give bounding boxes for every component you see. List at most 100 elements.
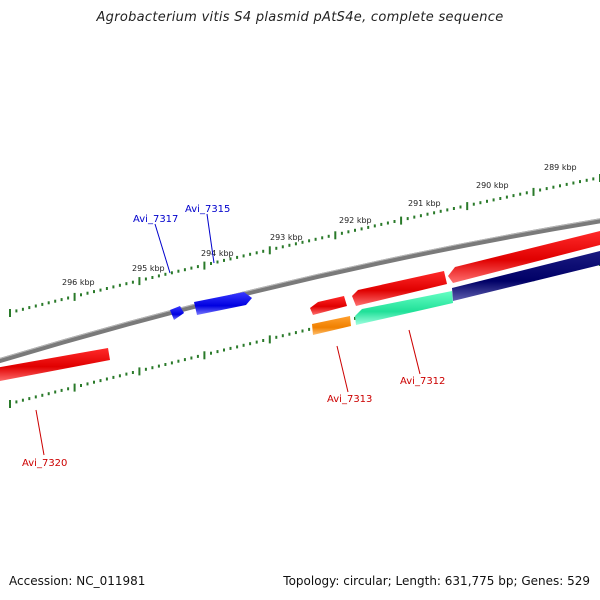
inner-scale-minor-tick [275, 335, 278, 339]
outer-scale-minor-tick [552, 185, 555, 189]
outer-scale-minor-tick [190, 266, 193, 270]
outer-scale-minor-tick [360, 227, 363, 231]
outer-scale-minor-tick [288, 243, 291, 247]
inner-scale-minor-tick [223, 348, 225, 352]
accession-text: Accession: NC_011981 [9, 574, 146, 588]
outer-scale-minor-tick [196, 265, 199, 269]
outer-scale-major-tick [466, 202, 469, 211]
outer-scale-minor-tick [21, 307, 24, 311]
outer-scale-minor-tick [419, 214, 422, 218]
outer-scale-minor-tick [177, 269, 180, 273]
outer-scale-minor-tick [275, 246, 278, 250]
inner-scale-minor-tick [354, 316, 356, 320]
outer-scale-minor-tick [281, 245, 284, 249]
inner-scale-minor-tick [249, 342, 252, 346]
outer-scale-minor-tick [15, 309, 18, 313]
inner-scale-major-tick [203, 351, 206, 360]
inner-scale-minor-tick [281, 334, 284, 338]
gene-avi-7317-arrow[interactable] [170, 306, 184, 320]
outer-scale-minor-tick [499, 197, 502, 200]
inner-scale-minor-tick [196, 354, 199, 358]
outer-scale-minor-tick [565, 182, 568, 186]
outer-scale-ticks [9, 174, 600, 317]
gene-red-arrow-large[interactable] [448, 231, 600, 283]
outer-scale-minor-tick [294, 242, 297, 246]
avi-7312-leader [408, 329, 421, 375]
inner-scale-minor-tick [294, 331, 297, 335]
map-title: Agrobacterium vitis S4 plasmid pAtS4e, c… [96, 10, 504, 25]
inner-scale-minor-tick [15, 400, 18, 404]
outer-scale-major-tick [334, 231, 337, 240]
plasmid-backbone [0, 218, 600, 364]
outer-scale-minor-tick [452, 207, 455, 210]
outer-scale-minor-tick [183, 268, 186, 272]
inner-scale-minor-tick [60, 388, 63, 392]
outer-scale-minor-tick [393, 220, 396, 223]
gene-red-arrow-small[interactable] [310, 296, 347, 315]
gene-avi-7320-arrow[interactable] [0, 348, 110, 382]
outer-scale-minor-tick [472, 202, 475, 206]
outer-scale-minor-tick [236, 255, 239, 259]
inner-scale-minor-tick [151, 366, 154, 370]
inner-scale-minor-tick [54, 390, 57, 394]
outer-scale-minor-tick [525, 191, 528, 195]
gene-avi-7312-arrow[interactable] [355, 291, 453, 325]
inner-scale-minor-tick [210, 351, 212, 355]
outer-scale-major-tick [400, 216, 403, 225]
outer-scale-minor-tick [118, 283, 121, 287]
outer-scale-minor-tick [86, 291, 89, 295]
inner-scale-minor-tick [236, 345, 239, 349]
outer-scale-minor-tick [486, 199, 488, 203]
gene-navy-arrow[interactable] [452, 251, 600, 301]
inner-scale-minor-tick [131, 371, 134, 374]
gene-avi-7315-arrow[interactable] [194, 292, 252, 315]
inner-scale-major-tick [9, 400, 11, 408]
inner-scale-minor-tick [164, 363, 167, 366]
gene-label-avi-7313[interactable]: Avi_7313 [327, 394, 372, 405]
outer-scale-minor-tick [479, 201, 482, 205]
inner-scale-minor-tick [47, 392, 50, 396]
avi-7315-leader [206, 213, 215, 264]
outer-scale-minor-tick [373, 224, 376, 228]
outer-scale-minor-tick [229, 257, 232, 261]
outer-scale-minor-tick [446, 208, 449, 212]
outer-scale-minor-tick [216, 260, 219, 264]
gene-label-avi-7320[interactable]: Avi_7320 [22, 458, 67, 469]
outer-scale-minor-tick [380, 222, 383, 226]
inner-scale-minor-tick [262, 339, 265, 342]
outer-scale-minor-tick [505, 195, 508, 199]
outer-scale-minor-tick [519, 192, 522, 196]
gene-avi-7313-arrow[interactable] [312, 316, 351, 335]
avi-7313-leader [336, 345, 349, 393]
gene-label-avi-7317[interactable]: Avi_7317 [133, 214, 178, 225]
outer-scale-minor-tick [433, 211, 436, 215]
gene-label-avi-7315[interactable]: Avi_7315 [185, 204, 230, 215]
scale-label-292: 292 kbp [339, 216, 372, 225]
outer-scale-minor-tick [47, 301, 50, 305]
inner-scale-minor-tick [144, 367, 147, 371]
sequence-summary-text: Topology: circular; Length: 631,775 bp; … [283, 574, 590, 588]
outer-scale-minor-tick [249, 252, 252, 256]
scale-label-291: 291 kbp [408, 199, 441, 208]
outer-scale-minor-tick [54, 299, 57, 303]
gene-label-avi-7312[interactable]: Avi_7312 [400, 376, 445, 387]
inner-scale-minor-tick [118, 374, 121, 378]
scale-label-289: 289 kbp [544, 163, 577, 172]
outer-scale-minor-tick [386, 221, 389, 225]
outer-scale-minor-tick [144, 277, 147, 281]
inner-scale-minor-tick [242, 343, 245, 347]
inner-scale-minor-tick [229, 346, 232, 350]
outer-scale-minor-tick [545, 187, 548, 191]
outer-scale-minor-tick [301, 240, 304, 244]
outer-scale-minor-tick [99, 288, 102, 292]
outer-scale-minor-tick [492, 198, 495, 202]
outer-scale-minor-tick [157, 274, 160, 278]
outer-scale-minor-tick [572, 181, 575, 185]
inner-scale-minor-tick [34, 395, 37, 399]
outer-scale-minor-tick [41, 302, 44, 306]
inner-scale-major-tick [73, 383, 76, 392]
outer-scale-minor-tick [512, 194, 515, 198]
outer-scale-minor-tick [210, 262, 212, 265]
gene-red-arrow-mid[interactable] [352, 271, 447, 306]
